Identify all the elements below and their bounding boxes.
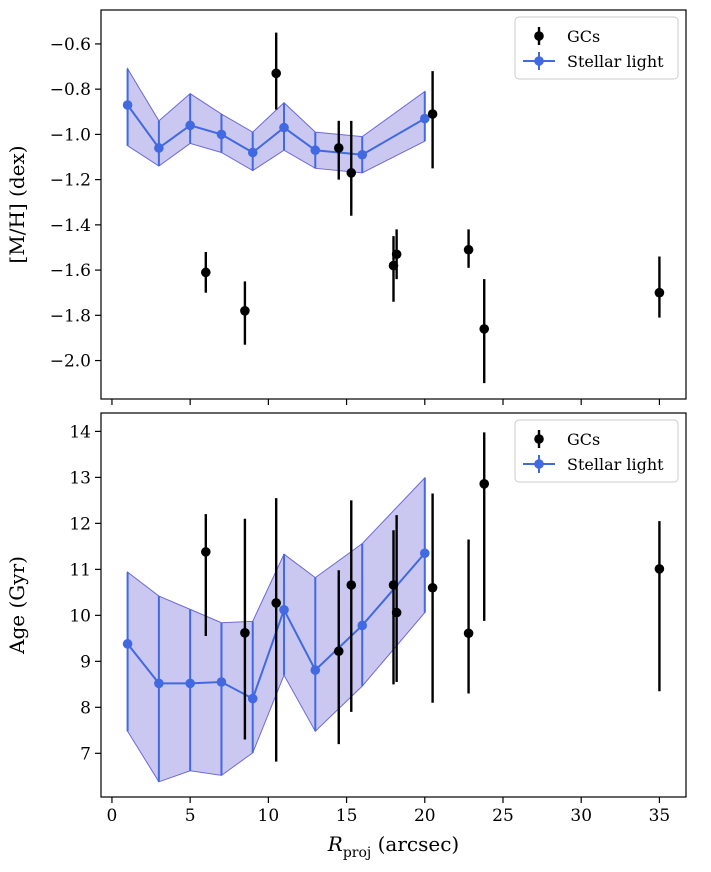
- gc-point: [271, 68, 281, 79]
- x-tick-label: 35: [649, 806, 671, 826]
- gc-point: [200, 547, 211, 557]
- y-tick-label: 13: [69, 468, 91, 488]
- legend-box: [514, 16, 679, 80]
- gc-point: [271, 598, 281, 608]
- y-tick-label: −1.6: [50, 261, 91, 281]
- y-tick-label: −1.2: [50, 171, 91, 191]
- y-tick-label: 10: [69, 606, 91, 626]
- gc-point: [427, 109, 438, 119]
- stellar-light-point: [357, 149, 368, 160]
- y-tick-label: −0.6: [50, 35, 91, 55]
- axes: 0 5 10 15 20 25 30 35 7 8 9 10 11 12 13 14: [69, 412, 687, 826]
- age-panel: 0 5 10 15 20 25 30 35 7 8 9 10 11 12 13 14 Age (Gyr) GC…: [5, 412, 687, 861]
- y-tick-label: 9: [80, 652, 91, 672]
- y-tick-label: 11: [69, 560, 91, 580]
- axes: −2.0 −1.8 −1.6 −1.4 −1.2 −1.0 −0.8 −0.6: [50, 9, 687, 405]
- stellar-light-point: [310, 145, 321, 156]
- x-label-main: R: [327, 832, 343, 856]
- gc-point: [346, 580, 357, 590]
- y-tick-label: −1.8: [50, 306, 91, 326]
- gc-point: [654, 287, 665, 298]
- gc-point: [391, 607, 402, 618]
- y-axis-label: [M/H] (dex): [5, 145, 29, 263]
- gc-point: [479, 324, 490, 334]
- legend-gc-marker: [534, 31, 544, 41]
- x-tick-label: 15: [336, 806, 358, 826]
- stellar-light-point: [247, 693, 258, 704]
- x-label-rest: (arcsec): [371, 832, 459, 856]
- gc-point: [463, 628, 474, 639]
- gc-point: [463, 244, 474, 255]
- stellar-light-point: [122, 100, 133, 110]
- stellar-light-series: [122, 477, 430, 782]
- gc-point: [427, 582, 438, 593]
- legend-stellar-marker: [534, 459, 544, 469]
- x-tick-label: 25: [492, 806, 514, 826]
- legend-box: [514, 419, 679, 483]
- y-tick-label: −2.0: [50, 352, 91, 372]
- stellar-light-point: [279, 605, 289, 615]
- y-tick-label: 8: [80, 698, 91, 718]
- gc-point: [479, 479, 490, 489]
- x-tick-label: 20: [414, 806, 436, 826]
- y-tick-label: −1.0: [50, 125, 91, 145]
- stellar-light-point: [310, 665, 321, 675]
- gc-point: [240, 628, 250, 638]
- gc-series: [200, 432, 665, 762]
- y-tick-label: −1.4: [50, 216, 91, 236]
- gc-series: [200, 32, 665, 384]
- stellar-light-point: [357, 620, 368, 631]
- stellar-light-point: [419, 113, 430, 124]
- gc-point: [654, 564, 665, 574]
- stellar-light-point: [216, 677, 227, 687]
- metallicity-panel: −2.0 −1.8 −1.6 −1.4 −1.2 −1.0 −0.8 −0.6 [M/H] (…: [5, 9, 687, 405]
- gc-point: [333, 646, 344, 657]
- legend-stellar-label: Stellar light: [567, 455, 664, 474]
- plot-frame: [100, 9, 687, 400]
- x-tick-label: 10: [258, 806, 280, 826]
- legend-gc-label: GCs: [567, 430, 600, 449]
- gc-point: [333, 143, 344, 153]
- stellar-light-point: [154, 678, 164, 689]
- stellar-light-point: [185, 120, 195, 131]
- legend-gc-marker: [534, 434, 544, 444]
- stellar-light-point: [185, 678, 195, 689]
- stellar-light-point: [247, 147, 258, 158]
- x-tick-label: 30: [570, 806, 592, 826]
- stellar-light-point: [279, 122, 289, 133]
- x-axis-label: Rproj (arcsec): [327, 832, 459, 861]
- legend: GCs Stellar light: [514, 419, 679, 483]
- gc-point: [240, 305, 250, 316]
- plot-frame: [100, 412, 687, 798]
- gc-point: [391, 249, 402, 260]
- gc-point: [200, 267, 211, 278]
- x-tick-label: 5: [185, 806, 196, 826]
- stellar-light-point: [419, 548, 430, 559]
- x-tick-label: 0: [107, 806, 118, 826]
- y-axis-label: Age (Gyr): [5, 556, 29, 655]
- stellar-light-point: [122, 639, 133, 649]
- y-tick-label: 14: [69, 422, 91, 442]
- legend-gc-label: GCs: [567, 27, 600, 46]
- legend-stellar-label: Stellar light: [567, 52, 664, 71]
- stellar-light-series: [122, 68, 430, 173]
- y-tick-label: 12: [69, 514, 91, 534]
- legend-stellar-marker: [534, 56, 544, 66]
- x-label-sub: proj: [343, 845, 371, 861]
- y-tick-label: 7: [80, 744, 91, 764]
- gc-point: [346, 168, 357, 178]
- stellar-light-point: [216, 129, 227, 140]
- y-tick-label: −0.8: [50, 80, 91, 100]
- legend: GCs Stellar light: [514, 16, 679, 80]
- stellar-light-point: [154, 143, 164, 153]
